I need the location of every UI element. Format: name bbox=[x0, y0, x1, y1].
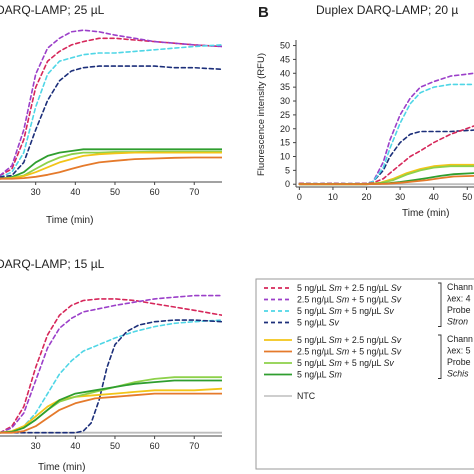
y-tick-label: 35 bbox=[280, 82, 290, 92]
y-tick-label: 20 bbox=[280, 124, 290, 134]
series-line-5 bbox=[0, 150, 222, 180]
y-tick-label: 5 bbox=[285, 165, 290, 175]
x-tick-label: 0 bbox=[297, 192, 302, 202]
legend-label: 2.5 ng/µL Sm + 5 ng/µL Sv bbox=[297, 347, 402, 357]
series-line-1 bbox=[0, 298, 222, 434]
legend-channel-text: λex: 4 bbox=[447, 294, 471, 304]
x-tick-label: 20 bbox=[362, 192, 372, 202]
legend-channel-text: λex: 5 bbox=[447, 346, 471, 356]
x-tick-label: 50 bbox=[462, 192, 472, 202]
series-line-7 bbox=[0, 379, 222, 434]
legend-label-ntc: NTC bbox=[297, 391, 316, 401]
series-line-4 bbox=[0, 319, 222, 434]
panel-a-plot: 30 40 50 60 70 bbox=[0, 29, 222, 197]
series-group bbox=[0, 294, 222, 434]
panel-a: DARQ-LAMP; 25 µL 30 40 50 60 70 Time (min) bbox=[0, 3, 222, 226]
legend-label: 5 ng/µL Sv bbox=[297, 318, 340, 328]
x-tick-label: 10 bbox=[328, 192, 338, 202]
y-tick-label: 50 bbox=[280, 41, 290, 51]
panel-c-xlabel: Time (min) bbox=[38, 462, 85, 473]
series-line-3 bbox=[298, 83, 474, 185]
series-line-7 bbox=[0, 156, 222, 180]
x-tick-label: 70 bbox=[189, 441, 199, 451]
legend-channel-text: Chann bbox=[447, 334, 473, 344]
series-line-5 bbox=[0, 387, 222, 434]
legend-bracket bbox=[438, 334, 442, 379]
panel-a-xlabel: Time (min) bbox=[46, 215, 93, 226]
x-tick-label: 40 bbox=[70, 187, 80, 197]
series-line-7 bbox=[298, 172, 474, 186]
legend-channel-text: Probe bbox=[447, 357, 471, 367]
panel-b-plot: 0 10 20 30 40 50 0 5 10 15 20 25 30 35 40 45 50 bbox=[280, 40, 474, 202]
series-line-3 bbox=[0, 65, 222, 178]
legend-channel-text: Chann bbox=[447, 282, 473, 292]
series-line-2 bbox=[0, 44, 222, 178]
legend-channel-text: Probe bbox=[447, 305, 471, 315]
x-tick-label: 60 bbox=[150, 187, 160, 197]
legend-label: 5 ng/µL Sm + 5 ng/µL Sv bbox=[297, 306, 394, 316]
legend-label: 5 ng/µL Sm + 5 ng/µL Sv bbox=[297, 358, 394, 368]
x-tick-label: 60 bbox=[150, 441, 160, 451]
legend-channel-text: Schis bbox=[447, 369, 469, 379]
panel-c-title: DARQ-LAMP; 15 µL bbox=[0, 257, 105, 271]
panel-b-letter: B bbox=[258, 4, 269, 21]
panel-b-xlabel: Time (min) bbox=[402, 208, 449, 219]
x-tick-label: 40 bbox=[70, 441, 80, 451]
legend-channel-text: Stron bbox=[447, 317, 468, 327]
series-group bbox=[0, 29, 222, 180]
panel-a-title: DARQ-LAMP; 25 µL bbox=[0, 3, 105, 17]
series-line-4 bbox=[0, 148, 222, 180]
x-tick-label: 30 bbox=[31, 441, 41, 451]
series-line-6 bbox=[0, 151, 222, 180]
panel-c: DARQ-LAMP; 15 µL 30 40 50 60 70 Time (min) bbox=[0, 257, 222, 473]
panel-b-title: Duplex DARQ-LAMP; 20 µ bbox=[316, 3, 458, 17]
legend-label: 2.5 ng/µL Sm + 5 ng/µL Sv bbox=[297, 295, 402, 305]
series-line-8 bbox=[0, 392, 222, 434]
x-tick-label: 30 bbox=[395, 192, 405, 202]
x-tick-label: 50 bbox=[110, 441, 120, 451]
series-line-1 bbox=[0, 29, 222, 177]
y-tick-label: 0 bbox=[285, 179, 290, 189]
panel-c-plot: 30 40 50 60 70 bbox=[0, 294, 222, 451]
legend-bracket bbox=[438, 282, 442, 327]
legend-items: 5 ng/µL Sm + 2.5 ng/µL Sv 2.5 ng/µL Sm + … bbox=[264, 282, 473, 401]
y-tick-label: 40 bbox=[280, 68, 290, 78]
series-line-6 bbox=[0, 376, 222, 434]
x-tick-label: 50 bbox=[110, 187, 120, 197]
legend-label: 5 ng/µL Sm bbox=[297, 370, 342, 380]
legend-box bbox=[255, 278, 474, 470]
legend: 5 ng/µL Sm + 2.5 ng/µL Sv 2.5 ng/µL Sm + … bbox=[255, 278, 474, 470]
y-tick-label: 25 bbox=[280, 110, 290, 120]
y-tick-label: 45 bbox=[280, 54, 290, 64]
y-tick-label: 30 bbox=[280, 96, 290, 106]
series-line-0 bbox=[0, 37, 222, 177]
series-line-8 bbox=[298, 175, 474, 186]
legend-label: 5 ng/µL Sm + 2.5 ng/µL Sv bbox=[297, 283, 402, 293]
x-tick-label: 70 bbox=[189, 187, 199, 197]
series-group bbox=[298, 72, 474, 186]
x-tick-label: 30 bbox=[31, 187, 41, 197]
legend-label: 5 ng/µL Sm + 2.5 ng/µL Sv bbox=[297, 335, 402, 345]
x-tick-label: 40 bbox=[429, 192, 439, 202]
y-tick-label: 10 bbox=[280, 151, 290, 161]
panel-b-ylabel: Fluorescence intensity (RFU) bbox=[256, 53, 267, 176]
y-tick-label: 15 bbox=[280, 138, 290, 148]
series-line-2 bbox=[0, 294, 222, 434]
panel-b: B Duplex DARQ-LAMP; 20 µ Fluorescence in… bbox=[256, 3, 474, 219]
